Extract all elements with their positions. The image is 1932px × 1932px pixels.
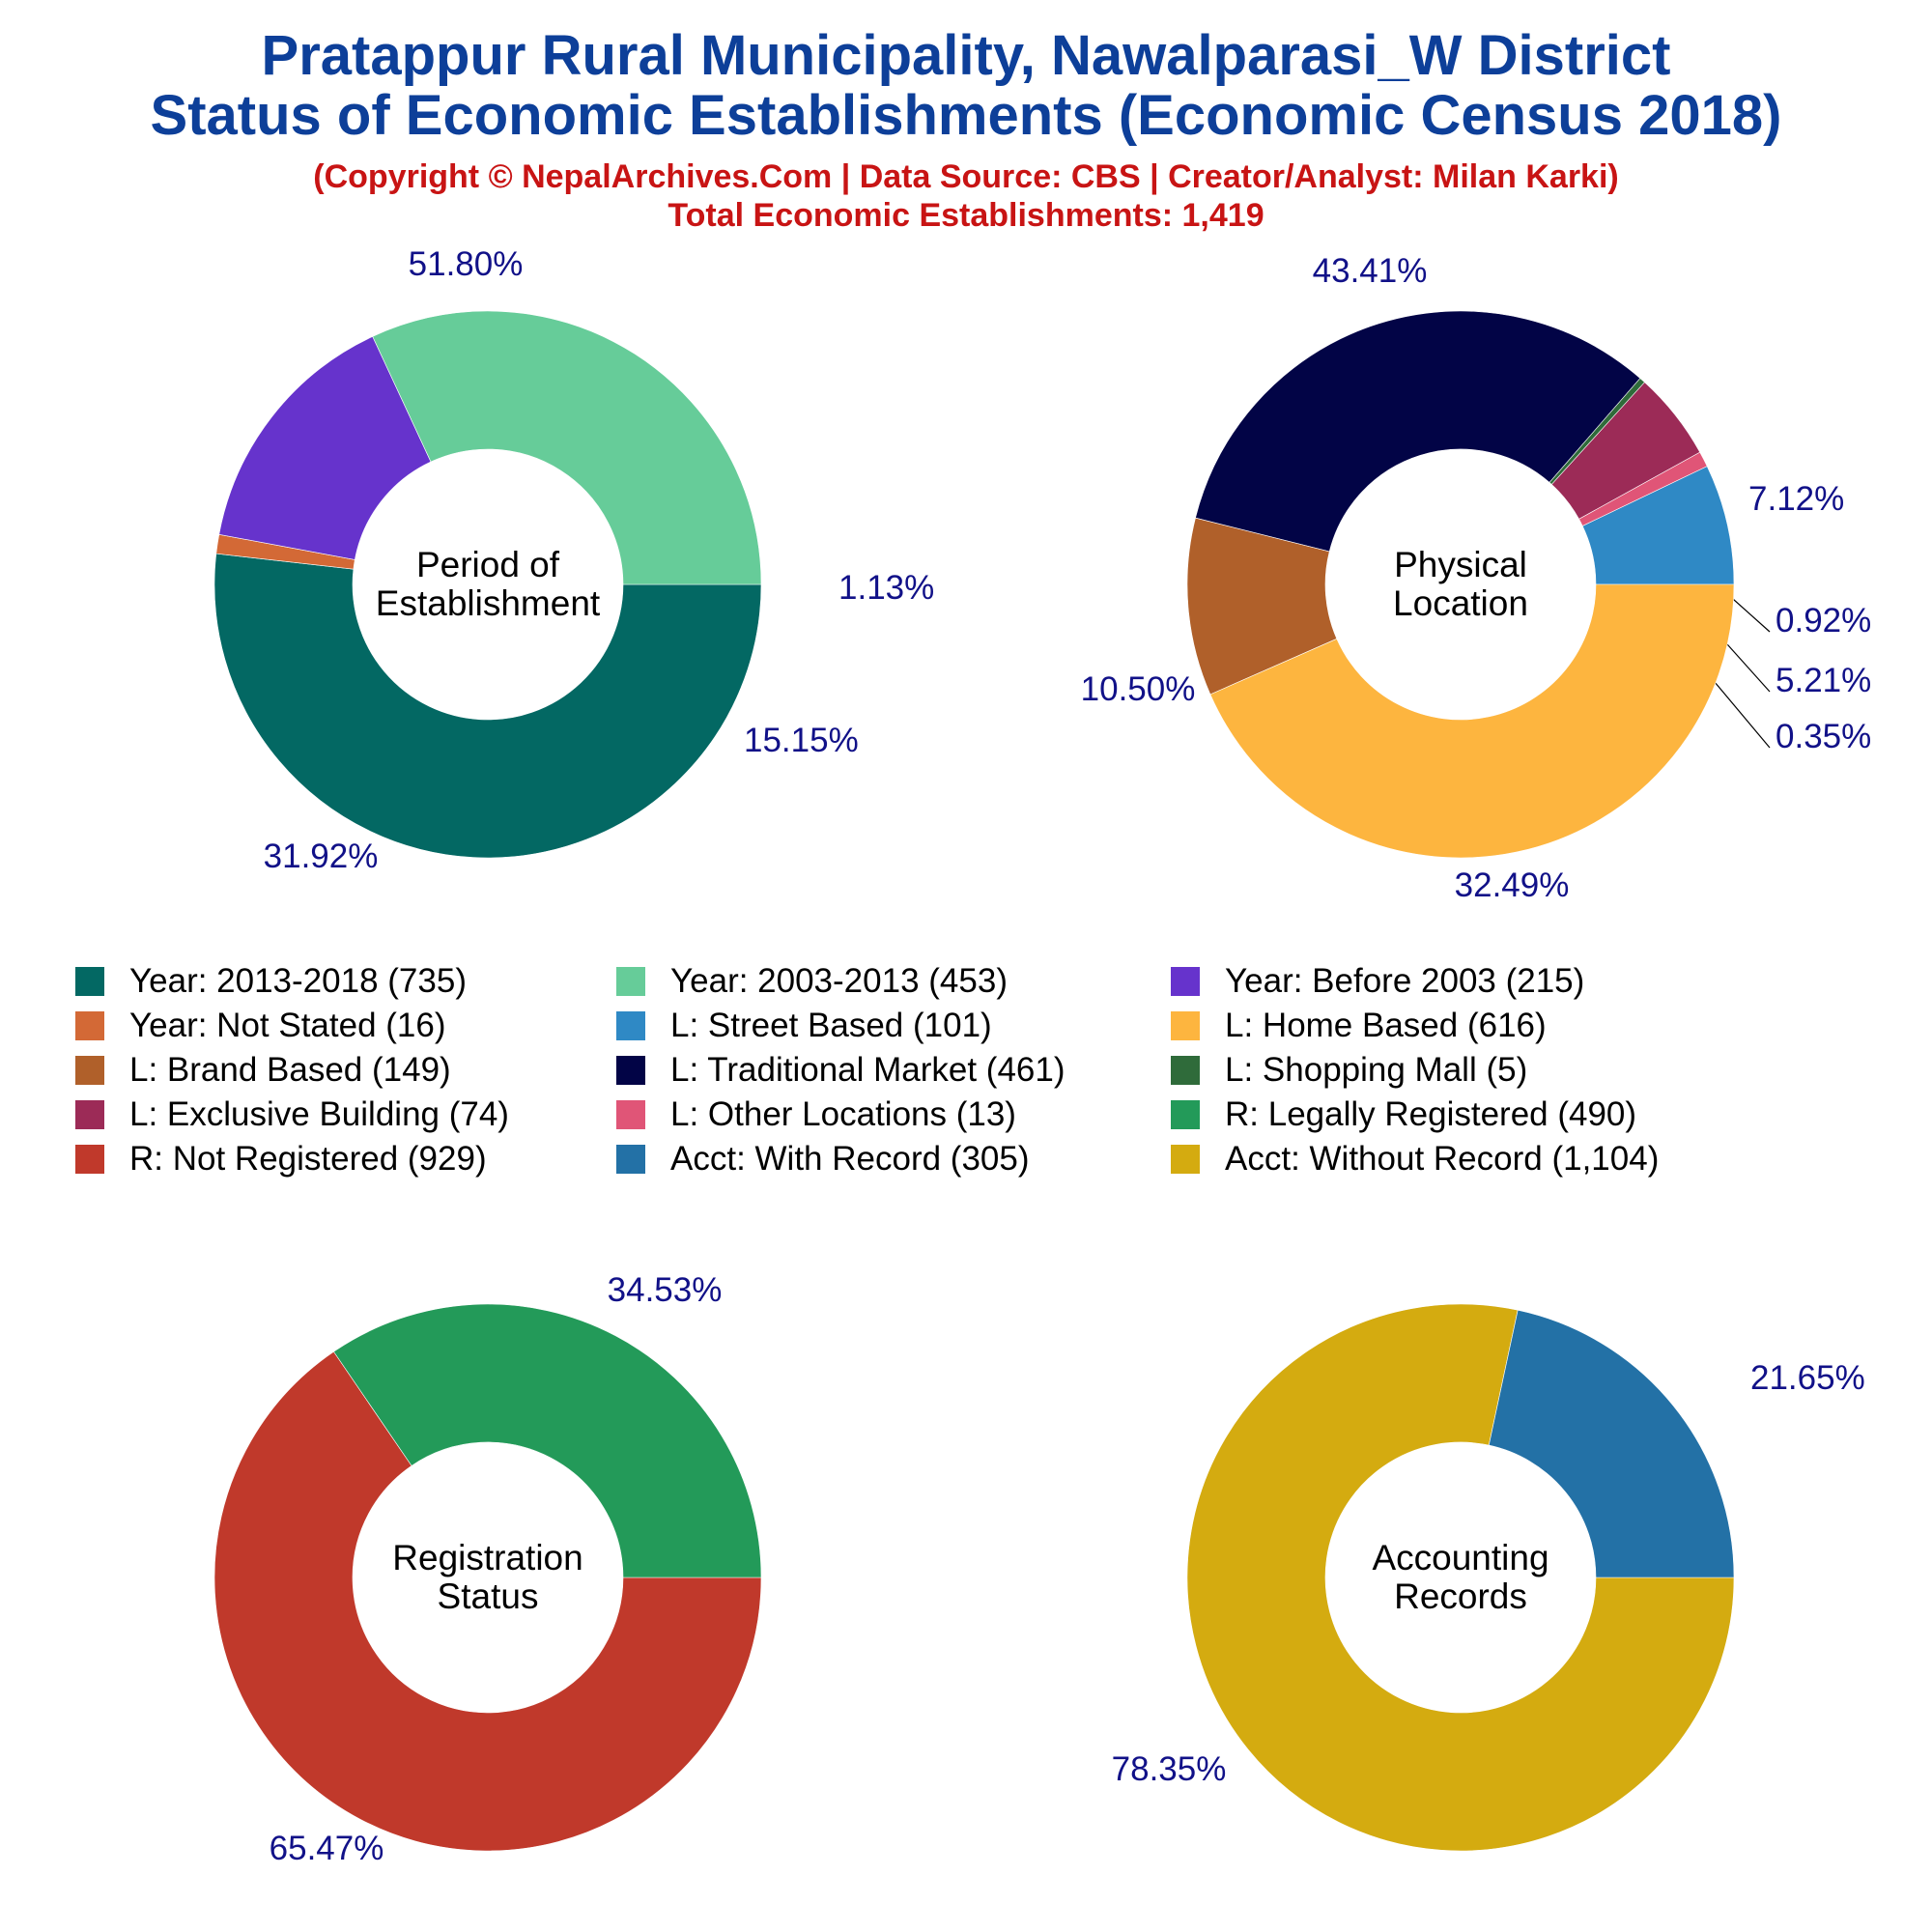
donut-center-label: Status [438,1577,539,1616]
legend-item: Acct: Without Record (1,104) [1171,1138,1659,1180]
donut-center-label: Establishment [376,583,601,623]
legend-label: Year: 2003-2013 (453) [670,962,1008,1000]
donut-center-label: Period of [416,545,560,584]
legend-label: L: Shopping Mall (5) [1225,1051,1528,1089]
legend-item: L: Shopping Mall (5) [1171,1049,1527,1092]
donut-center-label: Accounting [1372,1538,1548,1577]
legend-item: Year: Before 2003 (215) [1171,960,1584,1003]
slice-percent-label: 5.21% [1776,662,1871,699]
legend-swatch [1171,967,1200,996]
slice-percent-label: 34.53% [608,1271,723,1309]
legend-label: Year: Before 2003 (215) [1225,962,1585,1000]
legend-label: L: Home Based (616) [1225,1007,1547,1044]
slice-percent-label: 0.92% [1776,602,1871,639]
slice-percent-label: 43.41% [1313,252,1428,290]
total-establishments: Total Economic Establishments: 1,419 [668,197,1264,234]
leader-line [1714,681,1771,749]
pie-slice [1550,382,1701,520]
pie-slice [1578,451,1708,526]
legend-swatch [616,1056,645,1085]
slice-percent-label: 10.50% [1081,670,1196,708]
pie-slice [213,553,762,859]
pie-slice [1186,1303,1735,1852]
slice-percent-label: 21.65% [1750,1359,1865,1397]
chart-title-line2: Status of Economic Establishments (Econo… [150,84,1782,147]
pie-slice [218,335,432,560]
legend-label: L: Exclusive Building (74) [129,1095,509,1133]
legend-label: R: Not Registered (929) [129,1140,487,1178]
legend-label: Year: Not Stated (16) [129,1007,446,1044]
legend-item: Year: Not Stated (16) [75,1005,446,1047]
pie-slice [1488,1309,1735,1578]
legend-label: L: Street Based (101) [670,1007,992,1044]
slice-percent-label: 51.80% [409,245,524,283]
slice-percent-label: 32.49% [1455,867,1570,904]
legend-swatch [75,1145,104,1174]
legend-swatch [616,1100,645,1129]
donut-chart-1: 51.80% 1.13% 15.15% 31.92% Period ofEstablis… [213,245,934,875]
slice-percent-label: 78.35% [1112,1750,1227,1788]
legend-item: L: Brand Based (149) [75,1049,451,1092]
legend-swatch [616,967,645,996]
pie-slice [1195,310,1641,553]
legend-item: L: Other Locations (13) [616,1094,1016,1136]
donut-center-label: Physical [1394,545,1527,584]
legend-label: R: Legally Registered (490) [1225,1095,1637,1133]
chart-subtitle: (Copyright © NepalArchives.Com | Data So… [313,158,1619,195]
legend-item: R: Not Registered (929) [75,1138,487,1180]
slice-percent-label: 31.92% [264,838,379,875]
donut-chart-2: 7.12% 0.92% 5.21% 0.35% 32.49% 10.50% 43.41% Ph… [1081,252,1872,904]
slice-percent-label: 7.12% [1748,480,1844,518]
legend-label: L: Traditional Market (461) [670,1051,1065,1089]
chart-title-line1: Pratappur Rural Municipality, Nawalparas… [261,24,1671,87]
legend-item: Year: 2003-2013 (453) [616,960,1008,1003]
legend-label: L: Brand Based (149) [129,1051,451,1089]
legend-swatch [75,1100,104,1129]
legend-swatch [1171,1100,1200,1129]
legend-item: L: Exclusive Building (74) [75,1094,509,1136]
legend-item: Year: 2013-2018 (735) [75,960,467,1003]
pie-slice [1186,517,1338,696]
legend-label: Acct: With Record (305) [670,1140,1030,1178]
legend-item: L: Home Based (616) [1171,1005,1547,1047]
leader-line [1719,635,1771,693]
donut-center-label: Records [1394,1577,1527,1616]
legend-item: Acct: With Record (305) [616,1138,1030,1180]
legend-swatch [75,1056,104,1085]
legend-label: Acct: Without Record (1,104) [1225,1140,1660,1178]
legend-swatch [75,1011,104,1040]
legend-item: L: Street Based (101) [616,1005,992,1047]
pie-slice [372,310,762,585]
pie-slice [1209,583,1735,859]
slice-percent-label: 0.35% [1776,718,1871,755]
pie-slice [333,1303,762,1578]
legend-item: L: Traditional Market (461) [616,1049,1065,1092]
pie-slice [213,1350,762,1852]
legend-label: Year: 2013-2018 (735) [129,962,467,1000]
legend-item: R: Legally Registered (490) [1171,1094,1636,1136]
slice-percent-label: 65.47% [270,1830,384,1867]
legend-swatch [1171,1145,1200,1174]
legend-swatch [75,967,104,996]
legend-label: L: Other Locations (13) [670,1095,1016,1133]
donut-center-label: Location [1393,583,1528,623]
legend-swatch [1171,1011,1200,1040]
legend-swatch [1171,1056,1200,1085]
legend-swatch [616,1145,645,1174]
donut-center-label: Registration [392,1538,582,1577]
slice-percent-label: 15.15% [744,722,859,759]
slice-percent-label: 1.13% [838,569,934,607]
legend-swatch [616,1011,645,1040]
